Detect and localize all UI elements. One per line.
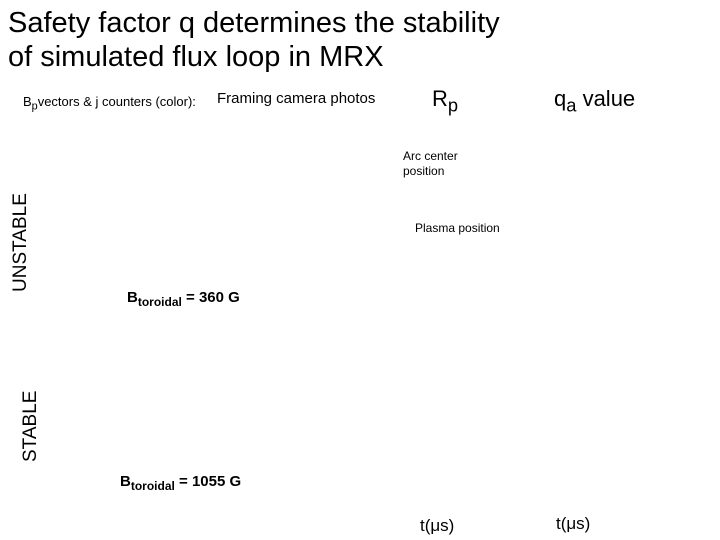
rp-column-label: Rp <box>432 86 458 116</box>
stable-row-label: STABLE <box>20 390 41 462</box>
qa-subscript: a <box>566 94 577 116</box>
qa-column-label: qa value <box>554 86 635 116</box>
btoroidal-stable-label: Btoroidal = 1055 G <box>120 473 241 493</box>
qa-symbol: q <box>554 86 567 111</box>
title-line-2: of simulated flux loop in MRX <box>8 41 384 73</box>
slide-title: Safety factor q determines the stability… <box>8 6 500 74</box>
rp-symbol: R <box>432 86 448 111</box>
b-symbol: B <box>120 473 131 490</box>
qa-time-axis-label: t(μs) <box>556 514 591 533</box>
bp-vectors-label: Bpvectors & j counters (color): <box>23 94 196 113</box>
b-value: = 1055 G <box>174 473 242 490</box>
btoroidal-unstable-label: Btoroidal = 360 G <box>127 289 240 309</box>
b-value: = 360 G <box>181 289 240 306</box>
title-line-1: Safety factor q determines the stability <box>8 7 500 39</box>
b-symbol: B <box>127 289 138 306</box>
bp-prefix: B <box>23 94 32 109</box>
qa-rest: value <box>576 86 636 111</box>
unstable-row-label: UNSTABLE <box>10 193 31 292</box>
bp-rest: vectors & j counters (color): <box>37 94 196 109</box>
plasma-position-annotation: Plasma position <box>415 221 500 235</box>
framing-camera-label: Framing camera photos <box>217 90 376 107</box>
b-subscript: toroidal <box>137 295 182 309</box>
bp-subscript: p <box>31 100 38 113</box>
arc-center-annotation: Arc center position <box>403 149 458 178</box>
rp-time-axis-label: t(μs) <box>420 516 455 535</box>
b-subscript: toroidal <box>130 479 175 493</box>
rp-subscript: p <box>447 94 459 116</box>
